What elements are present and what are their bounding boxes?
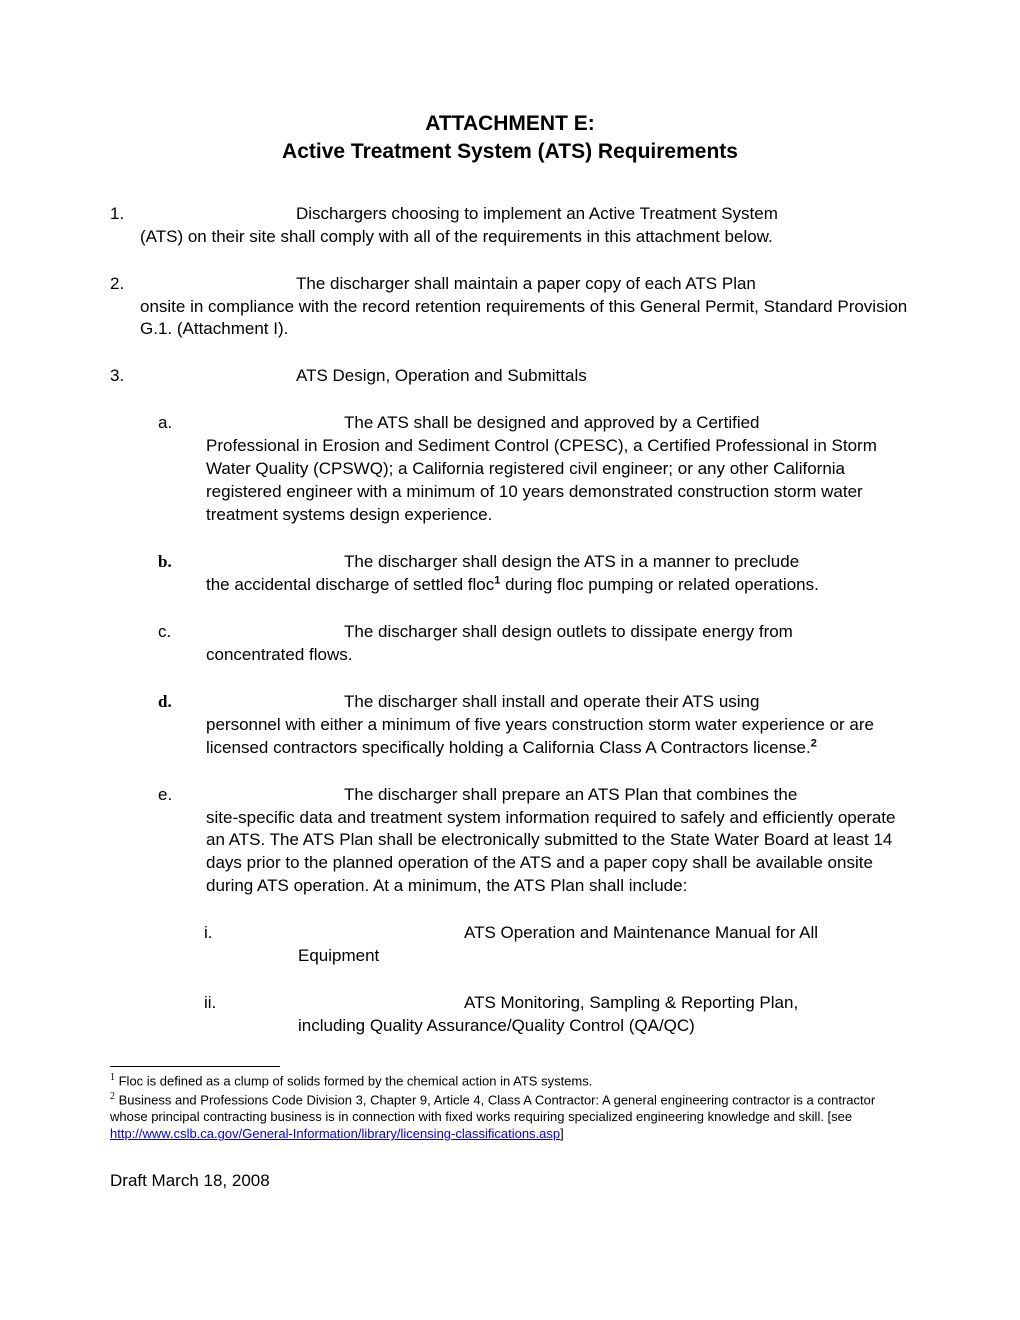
list-item-3: 3.ATS Design, Operation and Submittals <box>110 365 910 388</box>
sub-rest: personnel with either a minimum of five … <box>158 714 910 760</box>
sub-item-b: b.The discharger shall design the ATS in… <box>110 551 910 597</box>
item-rest: (ATS) on their site shall comply with al… <box>110 226 910 249</box>
footnote-text-pre: Business and Professions Code Division 3… <box>110 1093 875 1125</box>
sub-marker: d. <box>158 691 344 714</box>
footnote-text: Floc is defined as a clump of solids for… <box>115 1073 592 1088</box>
document-title: ATTACHMENT E: Active Treatment System (A… <box>110 110 910 167</box>
footnote-2: 2 Business and Professions Code Division… <box>110 1090 910 1143</box>
sub-item-d: d.The discharger shall install and opera… <box>110 691 910 760</box>
sub-item-e: e.The discharger shall prepare an ATS Pl… <box>110 784 910 899</box>
item-first-line: Dischargers choosing to implement an Act… <box>296 204 778 223</box>
subsub-rest: Equipment <box>204 945 910 968</box>
subsub-item-i: i.ATS Operation and Maintenance Manual f… <box>110 922 910 968</box>
title-line-2: Active Treatment System (ATS) Requiremen… <box>110 138 910 166</box>
sub-item-a: a.The ATS shall be designed and approved… <box>110 412 910 527</box>
subsub-marker: ii. <box>204 992 464 1015</box>
sub-first-line: The discharger shall design the ATS in a… <box>344 552 799 571</box>
subsub-first-line: ATS Monitoring, Sampling & Reporting Pla… <box>464 993 798 1012</box>
subsub-item-ii: ii.ATS Monitoring, Sampling & Reporting … <box>110 992 910 1038</box>
footnote-text-post: ] <box>560 1126 564 1141</box>
sub-first-line: The discharger shall install and operate… <box>344 692 759 711</box>
subsub-marker: i. <box>204 922 464 945</box>
item-marker: 2. <box>110 273 296 296</box>
subsub-rest: including Quality Assurance/Quality Cont… <box>204 1015 910 1038</box>
sub-rest: site-specific data and treatment system … <box>158 807 910 899</box>
list-item-2: 2.The discharger shall maintain a paper … <box>110 273 910 342</box>
item-marker: 1. <box>110 203 296 226</box>
sub-rest: concentrated flows. <box>158 644 910 667</box>
footnote-separator <box>110 1066 280 1067</box>
footnote-1: 1 Floc is defined as a clump of solids f… <box>110 1071 910 1090</box>
sub-marker: c. <box>158 621 344 644</box>
item-first-line: ATS Design, Operation and Submittals <box>296 366 587 385</box>
sub-rest: the accidental discharge of settled floc… <box>158 574 910 597</box>
sub-first-line: The discharger shall prepare an ATS Plan… <box>344 785 797 804</box>
item-marker: 3. <box>110 365 296 388</box>
subsub-first-line: ATS Operation and Maintenance Manual for… <box>464 923 818 942</box>
title-line-1: ATTACHMENT E: <box>110 110 910 138</box>
item-rest: onsite in compliance with the record ret… <box>110 296 910 342</box>
footnote-link[interactable]: http://www.cslb.ca.gov/General-Informati… <box>110 1126 560 1141</box>
sub-rest: Professional in Erosion and Sediment Con… <box>158 435 910 527</box>
sub-first-line: The ATS shall be designed and approved b… <box>344 413 760 432</box>
sub-marker: b. <box>158 551 344 574</box>
sub-marker: a. <box>158 412 344 435</box>
sub-first-line: The discharger shall design outlets to d… <box>344 622 793 641</box>
draft-date: Draft March 18, 2008 <box>110 1171 910 1191</box>
sub-item-c: c.The discharger shall design outlets to… <box>110 621 910 667</box>
list-item-1: 1.Dischargers choosing to implement an A… <box>110 203 910 249</box>
item-first-line: The discharger shall maintain a paper co… <box>296 274 756 293</box>
sub-marker: e. <box>158 784 344 807</box>
